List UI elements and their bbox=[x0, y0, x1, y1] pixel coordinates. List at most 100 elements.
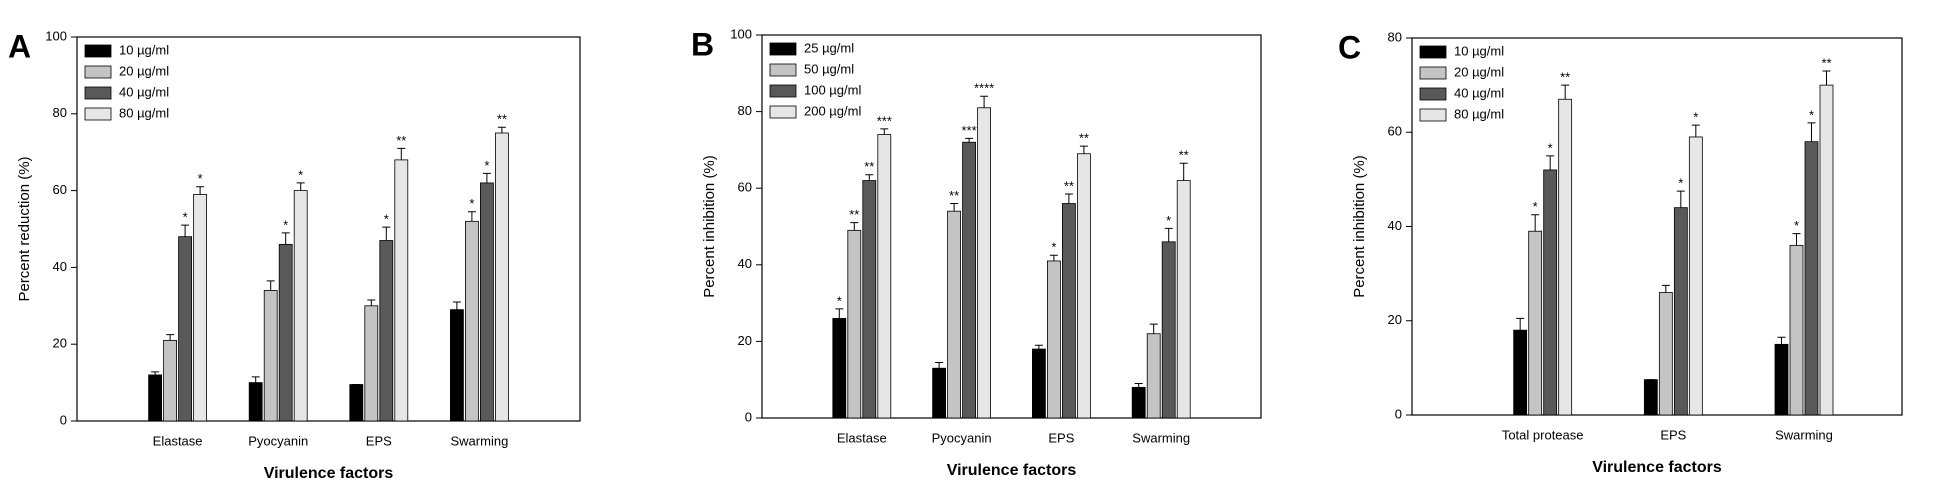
y-tick-label: 60 bbox=[53, 182, 67, 197]
bar bbox=[962, 141, 976, 419]
error-bar bbox=[296, 182, 305, 191]
legend-label: 80 µg/ml bbox=[119, 105, 169, 120]
error-bar bbox=[1149, 323, 1158, 334]
bar bbox=[1062, 203, 1076, 419]
legend-swatch bbox=[84, 44, 112, 58]
y-tick-label: 20 bbox=[738, 333, 752, 348]
y-tick-label: 60 bbox=[1388, 124, 1402, 139]
error-bar bbox=[1179, 162, 1188, 181]
legend-label: 40 µg/ml bbox=[1454, 85, 1504, 100]
error-bar bbox=[382, 226, 391, 241]
error-bar bbox=[935, 361, 944, 369]
significance: * bbox=[198, 171, 203, 186]
bar bbox=[877, 134, 892, 419]
bar bbox=[832, 318, 847, 419]
x-axis-title: Virulence factors bbox=[264, 465, 394, 482]
y-tick-label: 80 bbox=[738, 103, 752, 118]
x-axis-title: Virulence factors bbox=[947, 462, 1077, 479]
legend-label: 200 µg/ml bbox=[804, 103, 861, 118]
bar bbox=[1789, 244, 1804, 416]
error-bar bbox=[397, 147, 406, 160]
significance: * bbox=[1166, 213, 1171, 228]
y-tick-label: 100 bbox=[730, 26, 752, 41]
significance: ** bbox=[1560, 70, 1570, 85]
bar bbox=[1558, 98, 1573, 416]
bar bbox=[1804, 141, 1819, 416]
bar bbox=[847, 229, 862, 419]
legend-swatch bbox=[1419, 87, 1447, 101]
y-tick-label: 80 bbox=[53, 105, 67, 120]
bar bbox=[394, 159, 409, 422]
legend-label: 20 µg/ml bbox=[1454, 64, 1504, 79]
x-tick-label: EPS bbox=[366, 433, 392, 448]
error-bar bbox=[1691, 124, 1700, 137]
x-tick-label: Pyocyanin bbox=[932, 430, 992, 445]
significance: ** bbox=[1079, 131, 1089, 146]
bar bbox=[1774, 343, 1789, 416]
legend-swatch bbox=[769, 63, 797, 77]
legend-label: 10 µg/ml bbox=[1454, 43, 1504, 58]
y-tick-label: 40 bbox=[53, 259, 67, 274]
significance: ** bbox=[1064, 178, 1074, 193]
bar bbox=[1688, 136, 1703, 416]
panel-label: C bbox=[1338, 29, 1361, 65]
y-tick-label: 0 bbox=[745, 409, 752, 424]
legend-swatch bbox=[84, 86, 112, 100]
y-tick-label: 20 bbox=[53, 336, 67, 351]
panel-label: B bbox=[691, 26, 714, 62]
legend-swatch bbox=[769, 42, 797, 56]
error-bar bbox=[1561, 84, 1570, 100]
bar bbox=[932, 367, 946, 419]
significance: ** bbox=[849, 207, 859, 222]
bar bbox=[263, 290, 278, 422]
error-bar bbox=[196, 186, 205, 195]
bar bbox=[494, 132, 509, 422]
x-tick-label: Swarming bbox=[451, 433, 509, 448]
error-bar bbox=[1134, 383, 1143, 388]
error-bar bbox=[467, 211, 476, 222]
x-tick-label: Swarming bbox=[1775, 427, 1833, 442]
error-bar bbox=[865, 174, 874, 181]
significance: * bbox=[298, 167, 303, 182]
error-bar bbox=[266, 280, 275, 291]
legend-label: 80 µg/ml bbox=[1454, 106, 1504, 121]
legend-swatch bbox=[84, 107, 112, 121]
x-tick-label: EPS bbox=[1660, 427, 1686, 442]
error-bar bbox=[835, 308, 844, 319]
error-bar bbox=[1531, 214, 1540, 232]
bar bbox=[1819, 84, 1834, 416]
x-axis-title: Virulence factors bbox=[1592, 459, 1722, 476]
x-tick-label: Swarming bbox=[1132, 430, 1190, 445]
bar bbox=[1176, 180, 1191, 419]
significance: ** bbox=[1821, 55, 1831, 70]
significance: * bbox=[183, 210, 188, 225]
y-tick-label: 0 bbox=[60, 412, 67, 427]
legend-label: 100 µg/ml bbox=[804, 82, 861, 97]
bar bbox=[1131, 386, 1146, 419]
error-bar bbox=[980, 95, 989, 108]
bar bbox=[1161, 241, 1176, 419]
x-tick-label: Pyocyanin bbox=[248, 433, 308, 448]
y-axis-title: Percent reduction (%) bbox=[16, 156, 33, 301]
bar bbox=[1032, 348, 1046, 419]
significance: * bbox=[1693, 110, 1698, 125]
y-axis-title: Percent inhibition (%) bbox=[701, 155, 718, 298]
bar bbox=[248, 382, 263, 422]
bar bbox=[148, 374, 163, 422]
bar bbox=[1513, 329, 1528, 416]
significance: *** bbox=[877, 113, 892, 128]
error-bar bbox=[850, 222, 859, 231]
significance: ** bbox=[396, 133, 406, 148]
x-tick-label: EPS bbox=[1048, 430, 1074, 445]
legend-swatch bbox=[1419, 66, 1447, 80]
legend-label: 40 µg/ml bbox=[119, 84, 169, 99]
legend-label: 50 µg/ml bbox=[804, 61, 854, 76]
significance: * bbox=[1794, 218, 1799, 233]
error-bar bbox=[181, 224, 190, 237]
error-bar bbox=[151, 371, 160, 375]
significance: * bbox=[469, 196, 474, 211]
bar bbox=[163, 339, 178, 422]
legend-label: 10 µg/ml bbox=[119, 42, 169, 57]
y-tick-label: 40 bbox=[738, 256, 752, 271]
